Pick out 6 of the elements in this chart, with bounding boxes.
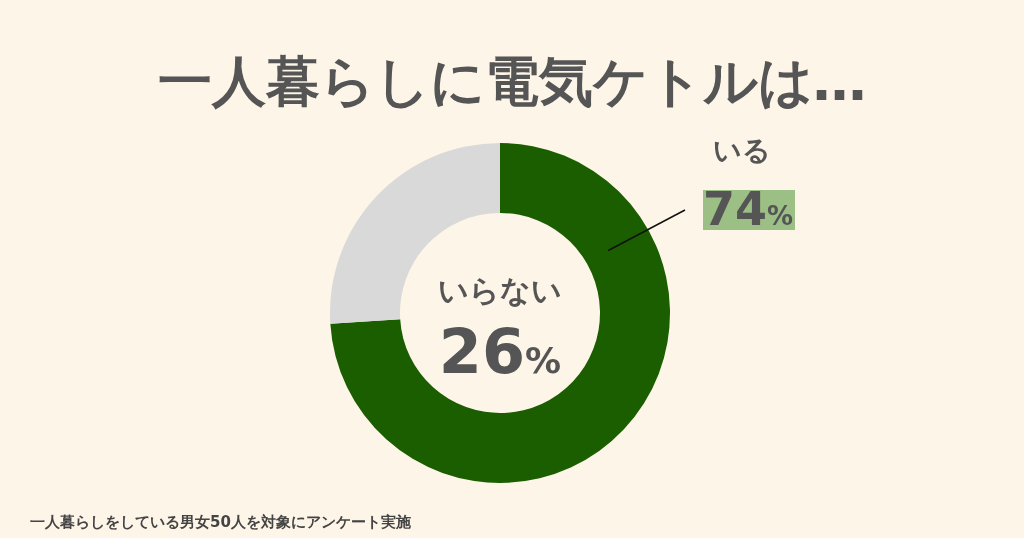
data-label: 26% [438, 315, 562, 388]
data-label: 74% [702, 182, 794, 236]
slice-label: いらない [438, 273, 562, 308]
chart-title: 一人暮らしに電気ケトルは… [157, 50, 867, 113]
text: 一人暮らしをしている男女50人を対象にアンケート実施 [30, 513, 412, 531]
slice-label: いる [713, 134, 771, 167]
